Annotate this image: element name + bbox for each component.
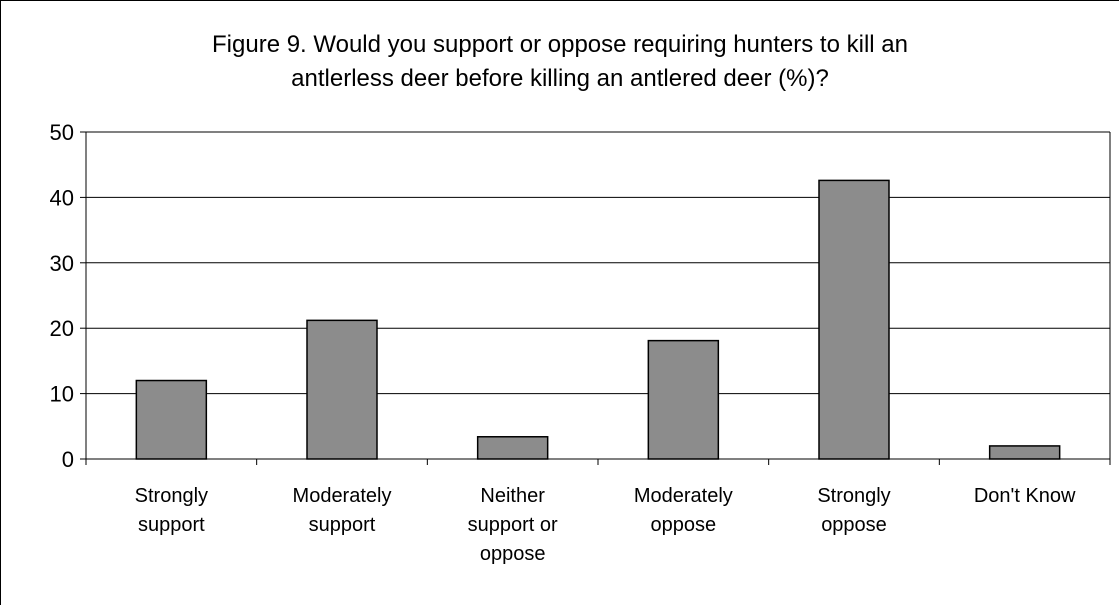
- x-category-label: Don't Know: [974, 485, 1076, 507]
- x-category-label: Strongly oppose: [817, 485, 890, 536]
- x-category-label: Moderately oppose: [634, 485, 733, 536]
- x-category-label-line: Strongly: [135, 485, 208, 507]
- bar: [476, 436, 549, 460]
- x-category-label: Neither support or oppose: [468, 485, 558, 565]
- x-category-label-line: support or: [468, 514, 558, 536]
- bar: [135, 379, 208, 460]
- bar: [818, 179, 890, 460]
- x-category-label-line: Neither: [480, 485, 545, 507]
- x-category-label-line: Moderately: [293, 485, 392, 507]
- x-category-label: Strongly support: [135, 485, 208, 536]
- bar: [988, 445, 1061, 460]
- chart-title-line-1: Figure 9. Would you support or oppose re…: [212, 31, 908, 58]
- bar: [647, 339, 720, 460]
- x-category-label-line: support: [309, 514, 376, 536]
- x-category-label: Moderately support: [293, 485, 392, 536]
- y-tick-label: 30: [50, 251, 74, 276]
- y-tick-label: 10: [50, 382, 74, 407]
- bar: [306, 319, 378, 460]
- y-tick-label: 0: [62, 447, 74, 472]
- x-category-label-line: support: [138, 514, 205, 536]
- chart-title-line-2: antlerless deer before killing an antler…: [291, 65, 829, 92]
- x-category-label-line: Strongly: [817, 485, 890, 507]
- y-tick-label: 40: [50, 185, 74, 210]
- x-category-label-line: oppose: [651, 514, 717, 536]
- x-category-label-line: Don't Know: [974, 485, 1076, 507]
- x-category-label-line: Moderately: [634, 485, 733, 507]
- y-tick-label: 20: [50, 316, 74, 341]
- x-category-label-line: oppose: [480, 543, 546, 565]
- x-category-label-line: oppose: [821, 514, 887, 536]
- chart-title: Figure 9. Would you support or oppose re…: [80, 28, 1040, 96]
- y-tick-label: 50: [50, 120, 74, 145]
